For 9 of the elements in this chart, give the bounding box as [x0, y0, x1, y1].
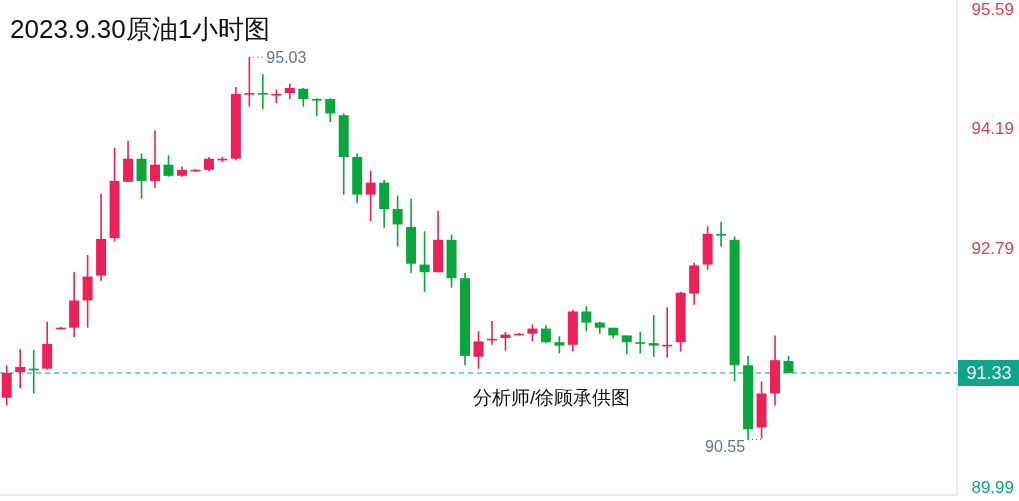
y-tick-label: 92.79	[971, 238, 1014, 258]
annotation: 95.03	[266, 49, 307, 67]
y-tick-label: 95.59	[971, 0, 1014, 19]
text: 2023.9.30原油1小时图	[10, 14, 271, 44]
y-tick-label: 94.19	[971, 119, 1014, 139]
annotation: 90.55	[705, 437, 746, 455]
annotation: 分析师/徐顾承供图	[473, 387, 631, 408]
ref-line-label: 91.33	[966, 362, 1012, 383]
y-tick-label: 89.99	[971, 477, 1014, 497]
